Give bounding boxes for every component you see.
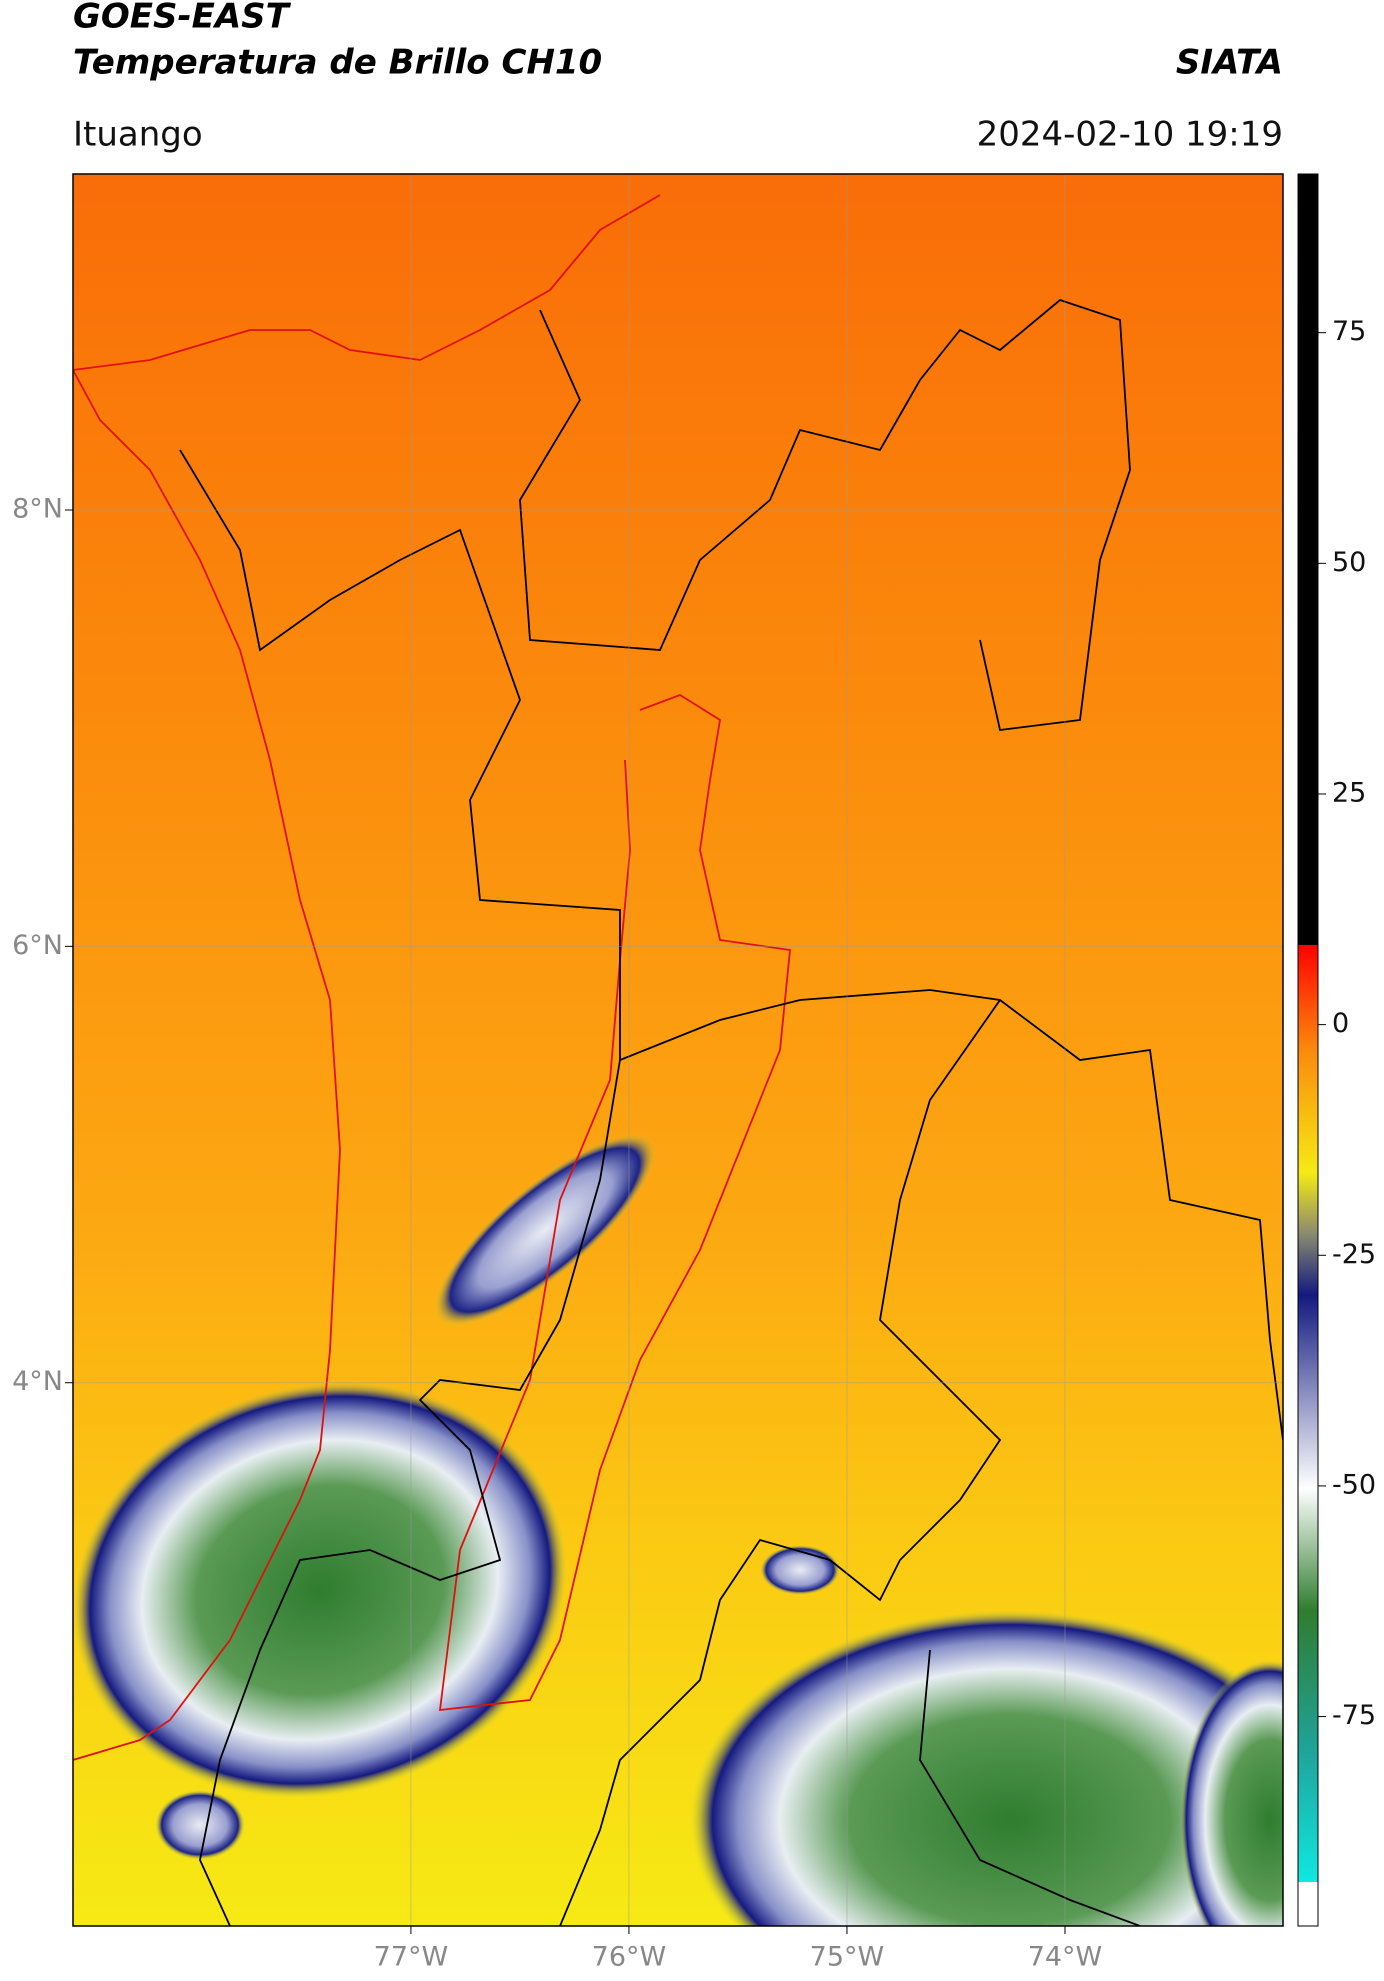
colorbar-tick-label: -75 — [1332, 1700, 1376, 1731]
product: Temperatura de Brillo CH10 — [73, 43, 602, 83]
lon-tick-label: 76°W — [592, 1942, 667, 1973]
cloud-area — [433, 1133, 657, 1327]
graticule — [65, 174, 1283, 1934]
boundary — [559, 999, 1002, 1926]
lon-tick-label: 74°W — [1028, 1942, 1103, 1973]
map-image — [73, 174, 1283, 1926]
location: Ituango — [73, 115, 203, 155]
cloud-area — [1180, 1660, 1283, 1926]
basin-outline — [438, 694, 791, 1712]
cloud-area — [73, 1381, 568, 1799]
colorbar-tick-label: 0 — [1332, 1008, 1349, 1039]
lat-tick-label: 4°N — [12, 1366, 63, 1397]
satellite: GOES-EAST — [73, 0, 292, 37]
colorbar — [1297, 173, 1319, 1927]
coastline — [73, 194, 661, 371]
map-frame — [72, 173, 1284, 1927]
lat-tick-label: 6°N — [12, 930, 63, 961]
lon-tick-label: 77°W — [374, 1942, 449, 1973]
lon-tick-label: 75°W — [810, 1942, 885, 1973]
cloud-area — [690, 1610, 1283, 1926]
colorbar-tick-label: 75 — [1332, 316, 1366, 347]
boundary — [199, 1059, 621, 1926]
coastline — [73, 369, 341, 1761]
colorbar-tick-label: 50 — [1332, 547, 1366, 578]
colorbar-tick-label: 25 — [1332, 777, 1366, 808]
colorbar-tick-label: -50 — [1332, 1469, 1376, 1500]
colorbar-tick-label: -25 — [1332, 1239, 1376, 1270]
boundary — [919, 1649, 1141, 1926]
cloud-area — [155, 1790, 245, 1860]
lat-tick-label: 8°N — [12, 494, 63, 525]
cloud-area — [760, 1545, 840, 1595]
boundary — [519, 298, 1131, 731]
datetime: 2024-02-10 19:19 — [977, 115, 1283, 155]
institution: SIATA — [1176, 43, 1283, 83]
